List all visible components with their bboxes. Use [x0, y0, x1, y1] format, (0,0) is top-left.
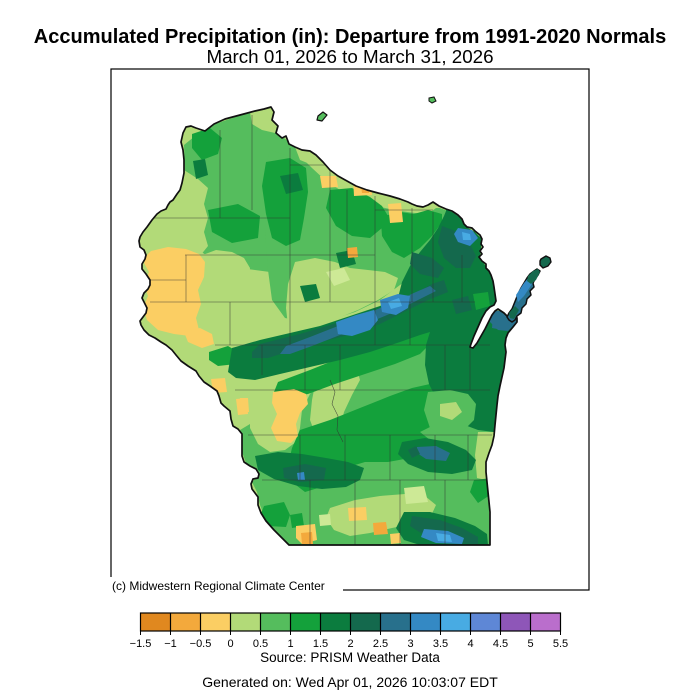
svg-text:Accumulated Precipitation (in): Accumulated Precipitation (in): Departur… — [34, 26, 666, 48]
svg-text:3: 3 — [407, 638, 413, 650]
svg-text:0: 0 — [227, 638, 233, 650]
svg-text:5.5: 5.5 — [553, 638, 568, 650]
svg-text:2: 2 — [347, 638, 353, 650]
svg-text:Source: PRISM Weather Data: Source: PRISM Weather Data — [260, 650, 440, 665]
svg-text:1.5: 1.5 — [313, 638, 328, 650]
svg-text:4.5: 4.5 — [493, 638, 508, 650]
svg-text:5: 5 — [527, 638, 533, 650]
svg-text:4: 4 — [467, 638, 473, 650]
svg-text:−0.5: −0.5 — [190, 638, 212, 650]
svg-text:1: 1 — [287, 638, 293, 650]
svg-text:March 01, 2026 to March 31, 20: March 01, 2026 to March 31, 2026 — [206, 46, 493, 67]
svg-text:3.5: 3.5 — [433, 638, 448, 650]
svg-text:(c) Midwestern Regional Climat: (c) Midwestern Regional Climate Center — [112, 579, 325, 593]
svg-text:−1.5: −1.5 — [130, 638, 152, 650]
svg-text:2.5: 2.5 — [373, 638, 388, 650]
svg-text:0.5: 0.5 — [253, 638, 268, 650]
svg-text:−1: −1 — [164, 638, 177, 650]
svg-text:Generated on: Wed Apr 01, 2026: Generated on: Wed Apr 01, 2026 10:03:07 … — [202, 674, 498, 690]
